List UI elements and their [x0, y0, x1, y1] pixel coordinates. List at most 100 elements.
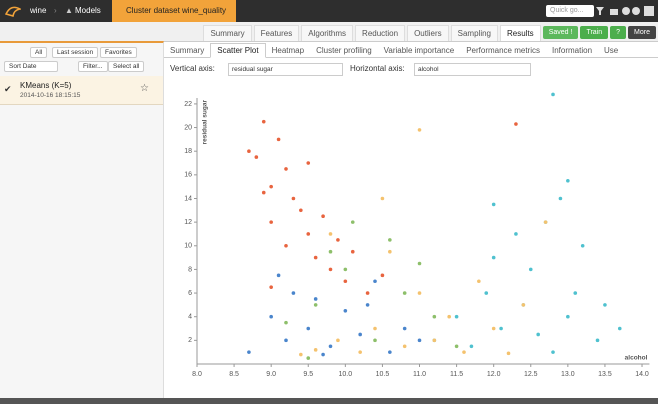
data-point — [269, 184, 273, 189]
horizontal-axis-label: Horizontal axis: — [350, 64, 405, 73]
data-point — [469, 344, 474, 349]
data-point — [261, 119, 266, 124]
data-point — [580, 243, 585, 248]
data-point — [373, 338, 377, 343]
y-tick-label: 2 — [188, 337, 192, 344]
sub-tabs: Summary Scatter Plot Heatmap Cluster profil… — [164, 42, 658, 58]
action-button[interactable]: ? — [610, 26, 627, 39]
x-tick-label: 12.5 — [524, 371, 538, 378]
data-point — [454, 314, 459, 319]
x-axis-label: alcohol — [625, 355, 648, 362]
data-point — [432, 338, 437, 343]
tab[interactable]: Algorithms — [301, 25, 354, 41]
sub-tab[interactable]: Cluster profiling — [316, 46, 372, 55]
data-point — [284, 320, 288, 325]
breadcrumb[interactable]: wine — [30, 6, 47, 15]
data-point — [291, 196, 296, 201]
data-point — [313, 255, 318, 260]
action-button[interactable]: More — [628, 26, 656, 39]
x-tick-label: 8.5 — [229, 371, 239, 378]
x-tick-label: 13.5 — [598, 371, 612, 378]
y-tick-label: 10 — [184, 243, 192, 250]
y-tick-label: 4 — [188, 314, 192, 321]
sub-tab[interactable]: Scatter Plot — [210, 43, 266, 58]
breadcrumb[interactable]: Models — [75, 6, 101, 15]
scatter-chart: 2 4 6 8 10 12 14 16 18 20 22 8.0 8.5 9.0 9.5 10.0 10.5 11… — [184, 92, 650, 378]
data-point — [365, 291, 370, 295]
tab-bar: Summary Features Algorithms Reduction Outlie… — [0, 22, 658, 42]
data-point — [284, 167, 288, 171]
x-tick-label: 8.0 — [192, 371, 202, 378]
filter-button[interactable]: Last session — [52, 47, 99, 58]
data-point — [528, 267, 533, 272]
sub-tab[interactable]: Performance metrics — [466, 46, 540, 55]
data-point — [350, 249, 355, 254]
top-bar: wine › ▲ Models Cluster dataset wine_qua… — [0, 0, 658, 22]
tab[interactable]: Reduction — [355, 25, 406, 41]
x-tick-label: 11.5 — [450, 371, 463, 378]
y-tick-label: 18 — [184, 148, 192, 155]
data-point — [417, 338, 422, 343]
search-input[interactable]: Quick go... — [546, 5, 594, 17]
vertical-axis-select[interactable]: residual sugar — [228, 63, 343, 76]
data-point — [491, 326, 496, 331]
data-point — [306, 356, 311, 360]
data-point — [432, 314, 437, 319]
y-tick-label: 22 — [184, 101, 192, 108]
tab[interactable]: Sampling — [450, 25, 498, 41]
tab[interactable]: Summary — [203, 25, 252, 41]
filter-button[interactable]: All — [30, 47, 48, 58]
data-point — [276, 273, 281, 278]
data-point — [299, 352, 303, 357]
filter-button[interactable]: Favorites — [100, 47, 137, 58]
y-tick-label: 6 — [188, 290, 192, 297]
tab[interactable]: Outliers — [407, 25, 449, 41]
data-point — [306, 161, 311, 165]
sub-tab[interactable]: Information — [552, 46, 593, 55]
data-point — [595, 338, 600, 343]
data-point — [306, 232, 311, 236]
toolbar-icons — [596, 6, 654, 16]
data-point — [284, 338, 288, 343]
data-point — [284, 243, 288, 248]
data-point — [551, 92, 555, 97]
breadcrumb-current[interactable]: Cluster dataset wine_quality — [112, 0, 237, 22]
check-icon: ✔ — [4, 84, 12, 94]
data-point — [573, 291, 578, 295]
model-name: KMeans (K=5) — [20, 81, 72, 90]
sub-tab[interactable]: Use — [604, 46, 619, 55]
data-point — [491, 202, 496, 207]
filter-tool[interactable]: Filter... — [78, 61, 108, 72]
sidebar: All Last session Favorites Sort Date Fil… — [0, 41, 164, 400]
data-point — [388, 249, 392, 254]
data-point — [491, 255, 496, 260]
tab[interactable]: Features — [253, 25, 300, 41]
select-all[interactable]: Select all — [108, 61, 145, 72]
sort-select[interactable]: Sort Date — [4, 61, 58, 72]
star-icon[interactable]: ☆ — [140, 83, 149, 94]
data-point — [380, 273, 385, 278]
sub-tab[interactable]: Heatmap — [271, 46, 305, 55]
data-point — [313, 297, 318, 301]
data-point — [328, 232, 333, 236]
x-tick-label: 13.0 — [561, 371, 575, 378]
model-item[interactable]: ✔ KMeans (K=5) 2014-10-16 18:15:15 ☆ — [0, 76, 163, 105]
action-button[interactable]: Saved ! — [542, 26, 579, 39]
horizontal-axis-select[interactable]: alcohol — [414, 63, 531, 76]
data-point — [365, 303, 370, 307]
data-point — [514, 122, 518, 126]
action-button[interactable]: Train — [580, 26, 609, 39]
scrollbar — [0, 398, 658, 404]
data-point — [321, 352, 325, 357]
sub-tab[interactable]: Summary — [170, 46, 205, 55]
data-point — [328, 344, 333, 349]
x-tick-label: 9.0 — [266, 371, 276, 378]
tab[interactable]: Results — [500, 25, 541, 41]
data-point — [358, 350, 362, 354]
data-point — [551, 350, 555, 354]
data-point — [558, 196, 563, 201]
data-point — [269, 220, 273, 224]
sub-tab[interactable]: Variable importance — [383, 46, 455, 55]
x-tick-label: 10.0 — [339, 371, 353, 378]
